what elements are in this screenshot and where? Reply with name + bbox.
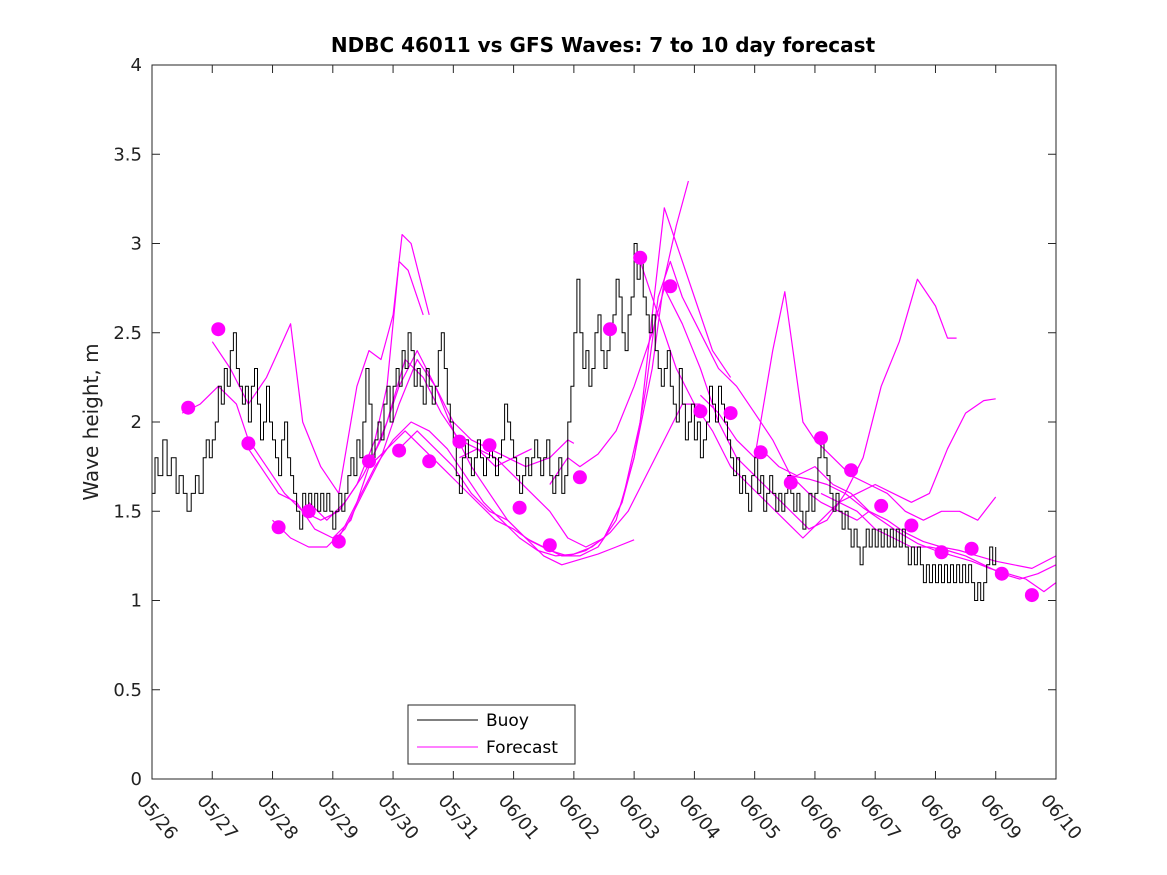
forecast-marker: [994, 566, 1009, 581]
forecast-marker: [693, 404, 708, 419]
forecast-marker: [723, 406, 738, 421]
y-tick-label: 0: [131, 769, 142, 790]
y-tick-label: 2: [131, 412, 142, 433]
forecast-run-line: [699, 291, 997, 521]
forecast-run-line: [338, 403, 701, 557]
forecast-marker: [844, 463, 859, 478]
forecast-marker: [362, 454, 376, 469]
forecast-marker: [392, 443, 407, 458]
forecast-marker: [964, 541, 979, 556]
y-tick-label: 3: [131, 234, 142, 255]
forecast-marker: [452, 434, 467, 449]
forecast-marker: [512, 500, 527, 515]
forecast-run-line: [459, 260, 870, 548]
legend-box: [407, 704, 576, 765]
forecast-marker: [181, 400, 196, 415]
legend-forecast-label: Forecast: [486, 738, 558, 758]
forecast-marker: [633, 250, 648, 265]
forecast-marker: [241, 436, 256, 451]
y-axis-label: Wave height, m: [79, 343, 103, 500]
forecast-marker: [663, 279, 678, 294]
y-tick-label: 1.5: [113, 501, 142, 522]
y-tick-label: 2.5: [113, 323, 142, 344]
forecast-marker: [904, 518, 919, 533]
forecast-marker: [422, 454, 437, 469]
forecast-marker: [271, 520, 286, 535]
legend-buoy-label: Buoy: [486, 711, 529, 731]
forecast-marker: [603, 322, 617, 337]
buoy-series-line: [152, 243, 997, 601]
y-tick-label: 4: [131, 55, 142, 76]
forecast-marker: [331, 534, 346, 549]
forecast-marker: [753, 445, 768, 460]
forecast-marker: [814, 431, 828, 446]
forecast-marker: [542, 538, 557, 553]
marker-layer: [181, 250, 1039, 603]
forecast-marker: [211, 322, 226, 337]
y-axis: 0 0.5 1 1.5 2 2.5 3 3.5 4: [113, 55, 1056, 790]
y-tick-label: 0.5: [113, 680, 142, 701]
forecast-marker: [783, 475, 798, 490]
forecast-marker: [874, 498, 889, 513]
y-tick-label: 1: [131, 591, 142, 612]
chart-title: NDBC 46011 vs GFS Waves: 7 to 10 day for…: [331, 33, 876, 57]
legend: Buoy Forecast: [407, 704, 576, 765]
forecast-marker: [301, 504, 316, 519]
y-tick-label: 3.5: [113, 144, 142, 165]
forecast-marker: [934, 545, 949, 560]
forecast-marker: [482, 438, 497, 453]
forecast-marker: [1024, 588, 1039, 603]
forecast-marker: [572, 470, 587, 485]
